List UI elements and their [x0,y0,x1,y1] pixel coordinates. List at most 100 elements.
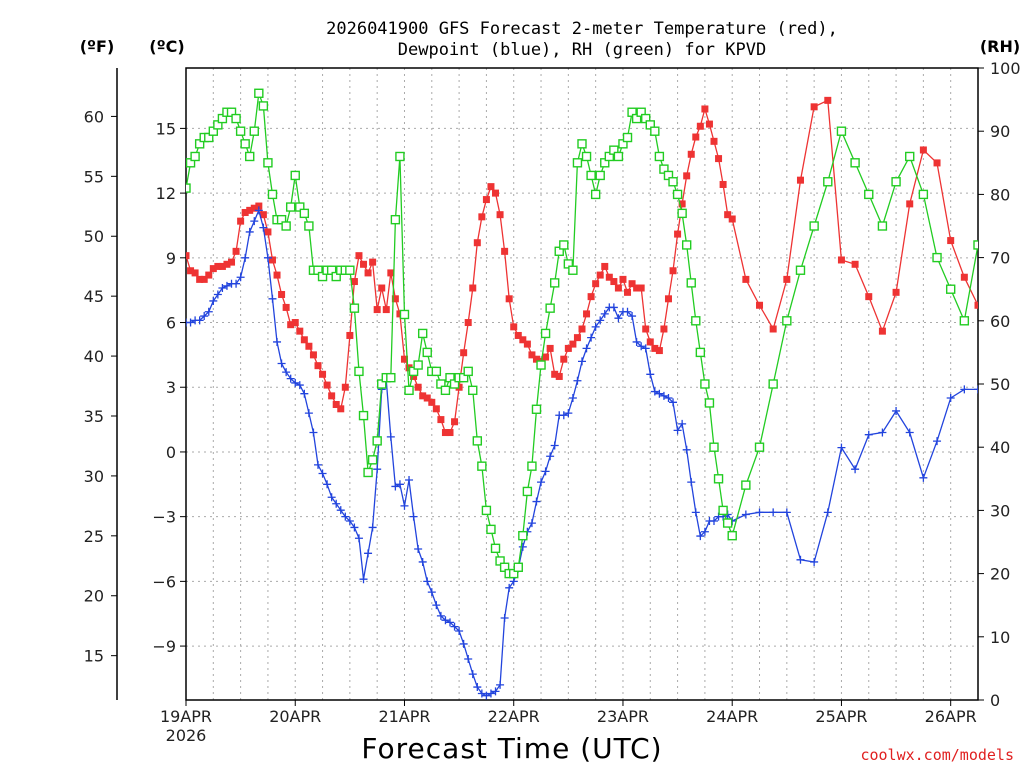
rh-point [622,132,633,143]
temperature-point [601,262,609,270]
rh-point [536,360,546,370]
temperature-point [186,252,190,260]
y-celsius-ticks: 15 12 9 6 3 0 −3 −6 −9 [152,119,186,656]
fahrenheit-tick-label: 30 [84,467,104,486]
dewpoint-point [423,577,432,586]
temperature-point [323,381,331,389]
dewpoint-point [482,691,491,700]
dewpoint-point [637,342,646,351]
temperature-point [287,321,295,329]
celsius-tick-label: 9 [166,249,176,268]
temperature-point [633,284,641,292]
rh-tick-label: 20 [990,565,1010,584]
dewpoint-point [323,480,332,489]
temperature-point [473,239,481,247]
temperature-point [610,278,618,286]
rh-point [672,189,683,200]
rh-point [581,151,592,162]
temperature-point [528,351,536,359]
rh-point [654,151,665,162]
dewpoint-point [609,303,618,312]
temperature-point [783,275,791,283]
dewpoint-point [892,406,901,415]
celsius-tick-label: 12 [156,184,176,203]
dewpoint-point [623,307,632,316]
temperature-point [696,122,704,130]
dewpoint-point [851,465,860,474]
rh-point [386,372,396,383]
temperature-point [624,288,632,296]
temperature-point [223,260,231,268]
dewpoint-point [578,357,586,366]
rh-tick-label: 70 [990,249,1010,268]
dewpoint-point [441,616,450,625]
temperature-point [692,133,700,141]
dewpoint-point [596,316,605,325]
rh-tick-label: 100 [990,59,1021,78]
temperature-point [919,146,927,154]
rh-point [363,467,373,478]
rh-point [358,410,369,421]
temperature-point [460,349,468,357]
rh-point [249,126,259,136]
x-tick-label: 22APR [488,707,540,726]
rh-point [354,366,364,377]
temperature-point [542,353,550,361]
dewpoint-point [682,445,691,454]
temperature-point [346,331,354,339]
temperature-point [332,400,340,408]
rh-point [823,177,833,187]
rh-unit-label: (RH) [980,37,1020,56]
dewpoint-point [291,378,300,387]
temperature-point [715,155,723,163]
temperature-point [906,200,914,208]
dewpoint-point [837,443,846,452]
temperature-point [560,355,568,363]
dewpoint-point [905,428,914,437]
rh-point [304,221,314,231]
rh-point [754,442,765,452]
dewpoint-point [391,482,400,491]
rh-point [527,461,537,471]
rh-point [549,278,560,288]
dewpoint-point [864,430,873,439]
dewpoint-point [436,611,445,620]
dewpoint-point [933,437,942,446]
dewpoint-point [823,508,832,517]
celsius-tick-label: 6 [166,314,176,333]
dewpoint-point [628,312,637,321]
dewpoint-point [755,508,764,517]
rh-point [513,562,523,572]
rh-point [568,265,578,275]
dewpoint-point [359,575,368,584]
dewpoint-point [254,206,263,215]
rh-point [559,240,569,250]
temperature-point [373,306,381,314]
temperature-point [724,211,732,219]
dewpoint-point [673,426,682,435]
rh-point [809,221,819,231]
rh-point [713,474,724,484]
x-tick-label: 26APR [925,707,977,726]
temperature-point [569,340,577,348]
x-tick-label: 23APR [597,707,649,726]
dewpoint-point [273,337,282,346]
temperature-point [382,306,390,314]
dewpoint-point [400,501,409,510]
rh-point [695,347,706,358]
rh-point [741,480,751,490]
temperature-point [255,202,263,210]
dewpoint-point [650,387,659,396]
dewpoint-point [459,639,468,648]
temperature-point [824,96,832,104]
rh-point [258,101,269,111]
dewpoint-point [632,337,641,346]
rh-point [240,139,250,149]
temperature-point [705,120,713,128]
dewpoint-point [664,394,673,403]
rh-tick-label: 30 [990,501,1010,520]
dewpoint-point [486,689,495,698]
rh-point [545,303,555,313]
fahrenheit-tick-label: 50 [84,227,104,246]
rh-point [190,151,200,162]
